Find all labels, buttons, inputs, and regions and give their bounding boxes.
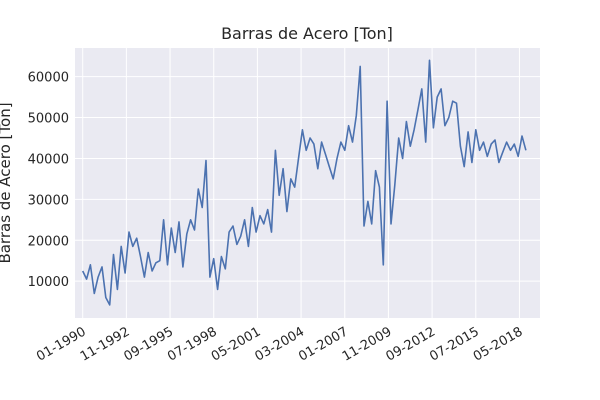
- series-line: [81, 59, 527, 306]
- x-tick-label: 07-1998: [165, 324, 220, 364]
- y-tick-label: 60000: [28, 71, 69, 86]
- x-tick-label: 09-1995: [122, 324, 177, 364]
- chart-title: Barras de Acero [Ton]: [221, 24, 393, 43]
- x-tick-label: 05-2001: [209, 324, 264, 364]
- x-tick-label: 11-2009: [340, 324, 395, 364]
- y-axis-label: Barras de Acero [Ton]: [0, 102, 14, 263]
- x-tick-label: 09-2012: [384, 324, 439, 364]
- y-tick-label: 40000: [28, 152, 69, 167]
- x-tick-label: 05-2018: [471, 324, 526, 364]
- x-tick-label: 11-1992: [78, 324, 133, 364]
- y-tick-label: 50000: [28, 112, 69, 127]
- y-tick-label: 30000: [28, 193, 69, 208]
- x-tick-label: 01-1990: [34, 324, 89, 364]
- grid-lines: [75, 48, 540, 318]
- x-tick-labels: 01-199011-199209-199507-199805-200103-20…: [34, 324, 525, 364]
- y-tick-label: 10000: [28, 275, 69, 290]
- x-tick-label: 07-2015: [427, 324, 482, 364]
- x-tick-label: 01-2007: [296, 324, 351, 364]
- plot-background: [75, 48, 540, 318]
- x-tick-label: 03-2004: [253, 324, 308, 364]
- y-tick-labels: 10000 20000 30000 40000 50000 60000: [28, 71, 69, 291]
- y-tick-label: 20000: [28, 234, 69, 249]
